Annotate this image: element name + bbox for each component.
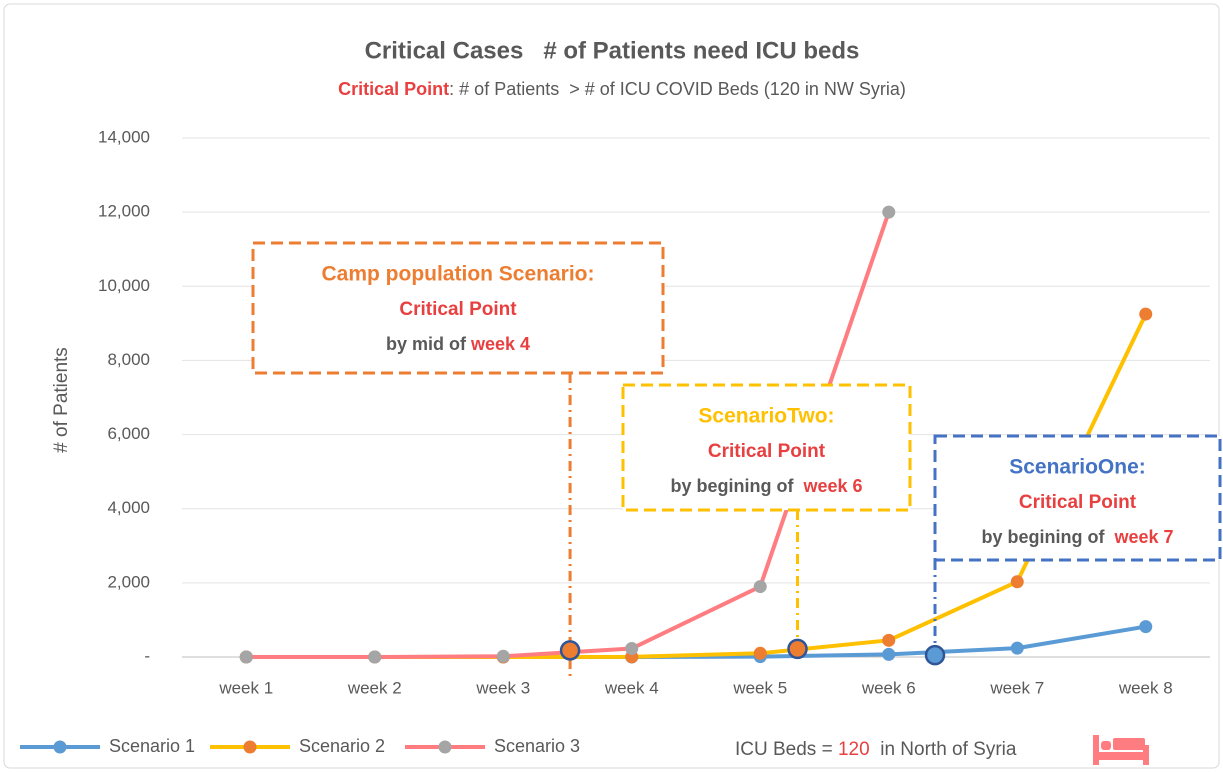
footer-value: 120 xyxy=(838,739,870,760)
y-tick-label: 12,000 xyxy=(98,202,150,221)
annotation-title: ScenarioTwo: xyxy=(698,405,834,428)
chart-subtitle: Critical Point: # of Patients > # of ICU… xyxy=(338,79,906,99)
annotation-text-part: by begining of xyxy=(670,476,803,496)
y-tick-label: 14,000 xyxy=(98,127,150,146)
critical-point xyxy=(924,644,946,666)
y-tick-label: 10,000 xyxy=(98,276,150,295)
point xyxy=(882,633,896,647)
annotation-text: by mid of week 4 xyxy=(386,334,530,354)
y-tick-label: 4,000 xyxy=(107,498,150,517)
x-tick-label: week 5 xyxy=(732,678,787,697)
legend-label: Scenario 2 xyxy=(299,736,385,756)
annotation-subtitle: Critical Point xyxy=(708,441,826,462)
y-tick-label: - xyxy=(144,646,150,665)
x-tick-label: week 6 xyxy=(861,678,916,697)
point xyxy=(882,205,896,219)
y-tick-label: 2,000 xyxy=(107,572,150,591)
annotation-box xyxy=(251,241,665,375)
annotation-subtitle: Critical Point xyxy=(1019,492,1137,513)
y-axis-label: # of Patients xyxy=(51,347,72,453)
x-tick-label: week 7 xyxy=(989,678,1044,697)
chart-title: Critical Cases # of Patients need ICU be… xyxy=(365,37,860,64)
point xyxy=(753,580,767,594)
point xyxy=(882,647,896,661)
annotation-text: by begining of week 6 xyxy=(670,476,862,496)
annotation-title: Camp population Scenario: xyxy=(321,263,594,286)
point xyxy=(368,650,382,664)
annotation-subtitle: Critical Point xyxy=(399,299,517,320)
legend-label: Scenario 3 xyxy=(494,736,580,756)
legend-marker xyxy=(243,740,257,754)
point xyxy=(496,649,510,663)
x-tick-label: week 2 xyxy=(347,678,402,697)
chart-frame xyxy=(3,3,1220,769)
y-tick-label: 6,000 xyxy=(107,424,150,443)
point xyxy=(1139,620,1153,634)
critical-point xyxy=(559,640,581,661)
point xyxy=(625,641,639,655)
point xyxy=(753,646,767,660)
y-tick-label: 8,000 xyxy=(107,350,150,369)
legend-marker xyxy=(53,740,67,754)
annotation-highlight: week 6 xyxy=(802,476,862,496)
x-tick-label: week 1 xyxy=(218,678,273,697)
annotation-text: by begining of week 7 xyxy=(981,527,1173,547)
annotation-text-part: by begining of xyxy=(981,527,1114,547)
x-tick-label: week 3 xyxy=(475,678,530,697)
critical-point xyxy=(787,638,808,660)
annotation-box xyxy=(933,434,1222,562)
legend-marker xyxy=(438,740,452,754)
point xyxy=(239,650,253,664)
subtitle-highlight: Critical Point xyxy=(338,79,449,99)
point xyxy=(1010,641,1024,655)
legend-label: Scenario 1 xyxy=(109,736,195,756)
subtitle-text: : # of Patients > # of ICU COVID Beds (1… xyxy=(449,79,906,99)
footer-suffix: in North of Syria xyxy=(870,739,1017,760)
bed-icon xyxy=(1093,735,1149,765)
footer-text: ICU Beds = xyxy=(735,739,838,760)
point xyxy=(1139,307,1153,321)
point xyxy=(1010,575,1024,589)
x-tick-label: week 4 xyxy=(604,678,659,697)
annotation-box xyxy=(621,383,912,512)
annotation-title: ScenarioOne: xyxy=(1009,456,1146,479)
annotation-highlight: week 7 xyxy=(1113,527,1173,547)
footer: ICU Beds = 120 in North of Syria xyxy=(735,739,1017,760)
x-tick-label: week 8 xyxy=(1118,678,1173,697)
annotation-highlight: week 4 xyxy=(470,334,530,354)
annotation-text-part: by mid of xyxy=(386,334,471,354)
